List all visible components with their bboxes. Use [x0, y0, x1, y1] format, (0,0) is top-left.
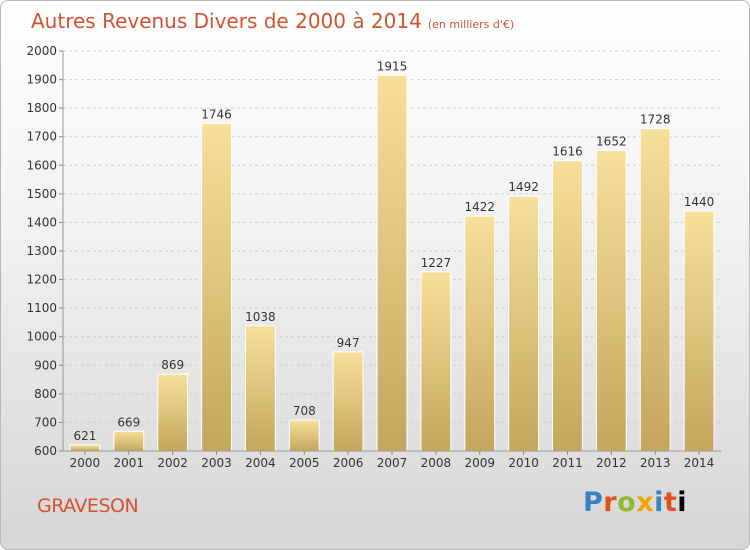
value-label-2000: 621 — [73, 429, 96, 443]
bar-2012 — [595, 149, 627, 452]
y-tick-label: 1800 — [26, 101, 57, 115]
value-label-2013: 1728 — [640, 113, 671, 127]
bar-2008 — [420, 271, 452, 452]
value-label-2012: 1652 — [596, 134, 627, 148]
value-labels: 621 669 869 1746 1038 708 947 1915 1227 1422 1492 1… — [73, 59, 714, 443]
y-tick-label: 1300 — [26, 244, 57, 258]
bar-2009 — [464, 215, 496, 452]
y-tick-label: 1000 — [26, 330, 57, 344]
y-tick-label: 1400 — [26, 215, 57, 229]
value-label-2008: 1227 — [421, 256, 452, 270]
value-label-2011: 1616 — [552, 145, 583, 159]
value-label-2009: 1422 — [464, 200, 495, 214]
axes: 600 700 800 900 1000 1100 1200 1300 1400 1500 1600… — [26, 44, 721, 470]
y-tick-label: 1600 — [26, 158, 57, 172]
x-tick-label-2009: 2009 — [464, 456, 495, 470]
logo-letter: r — [603, 487, 618, 518]
x-tick-label-2000: 2000 — [70, 456, 101, 470]
bar-2004 — [244, 325, 276, 452]
value-label-2001: 669 — [117, 415, 140, 429]
x-tick-label-2011: 2011 — [552, 456, 583, 470]
proxiti-logo: Proxiti — [583, 487, 687, 518]
logo-letter: o — [617, 487, 637, 518]
y-tick-label: 1700 — [26, 130, 57, 144]
logo-letter: x — [636, 487, 655, 518]
value-label-2004: 1038 — [245, 310, 276, 324]
chart-title: Autres Revenus Divers de 2000 à 2014 (en … — [31, 9, 514, 33]
y-tick-label: 600 — [34, 444, 57, 458]
commune-name: GRAVESON — [37, 495, 139, 517]
logo-letter: P — [583, 487, 604, 518]
x-tick-label-2005: 2005 — [289, 456, 320, 470]
y-tick-label: 700 — [34, 415, 57, 429]
bar-2014 — [683, 210, 715, 452]
x-tick-label-2004: 2004 — [245, 456, 276, 470]
y-tick-label: 1100 — [26, 301, 57, 315]
x-tick-label-2012: 2012 — [596, 456, 627, 470]
value-label-2006: 947 — [337, 336, 360, 350]
y-tick-label: 800 — [34, 387, 57, 401]
bar-2013 — [639, 128, 671, 452]
bar-2010 — [508, 195, 540, 452]
y-tick-label: 1500 — [26, 187, 57, 201]
bar-2000 — [69, 444, 101, 452]
x-tick-label-2002: 2002 — [157, 456, 188, 470]
bars — [69, 74, 715, 452]
logo-letter: i — [677, 487, 688, 518]
y-tick-label: 1200 — [26, 273, 57, 287]
y-tick-label: 2000 — [26, 44, 57, 58]
bar-2011 — [552, 160, 583, 452]
x-tick-label-2003: 2003 — [201, 456, 232, 470]
y-tick-label: 900 — [34, 358, 57, 372]
y-tick-label: 1900 — [26, 73, 57, 87]
value-label-2010: 1492 — [508, 180, 539, 194]
logo-letter: t — [663, 487, 678, 518]
x-tick-label-2001: 2001 — [114, 456, 145, 470]
x-tick-label-2013: 2013 — [640, 456, 671, 470]
value-label-2002: 869 — [161, 358, 184, 372]
value-label-2003: 1746 — [201, 108, 232, 122]
logo-letter: i — [654, 487, 664, 518]
bar-2005 — [288, 419, 320, 452]
x-tick-label-2008: 2008 — [421, 456, 452, 470]
bar-2002 — [157, 373, 189, 452]
chart-title-text: Autres Revenus Divers de 2000 à 2014 — [31, 9, 422, 33]
bar-2006 — [332, 351, 364, 452]
value-label-2005: 708 — [293, 404, 316, 418]
x-tick-label-2014: 2014 — [684, 456, 715, 470]
bar-2001 — [113, 430, 145, 452]
unit-note: (en milliers d'€) — [427, 18, 515, 31]
value-label-2007: 1915 — [377, 59, 408, 73]
x-tick-label-2010: 2010 — [508, 456, 539, 470]
x-tick-label-2007: 2007 — [377, 456, 408, 470]
bar-2007 — [376, 74, 408, 452]
x-tick-label-2006: 2006 — [333, 456, 364, 470]
bar-2003 — [201, 123, 232, 452]
value-label-2014: 1440 — [684, 195, 715, 209]
